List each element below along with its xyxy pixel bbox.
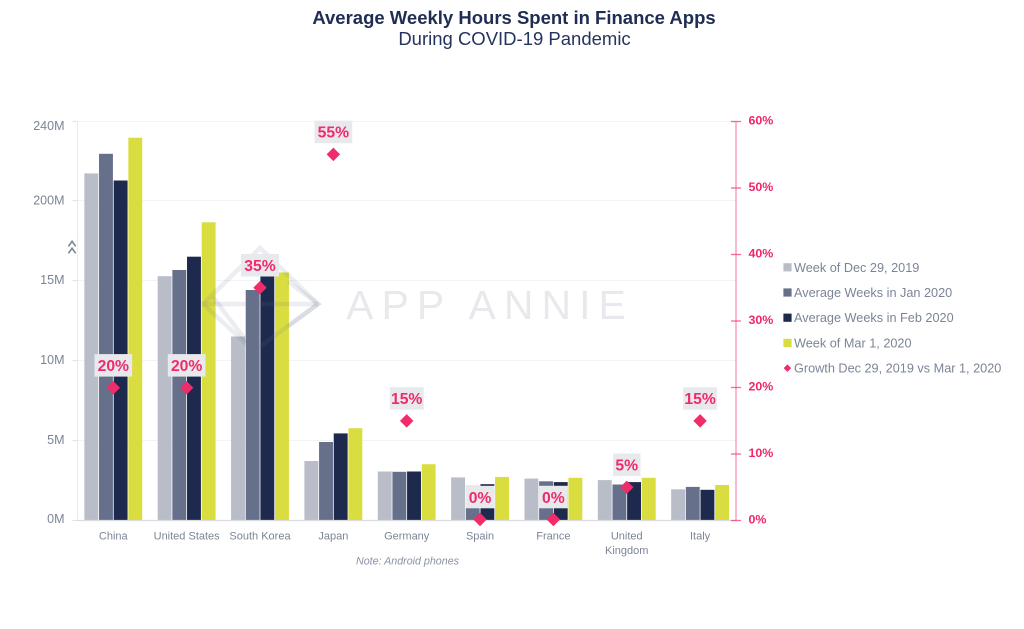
svg-text:60%: 60% xyxy=(749,113,774,127)
svg-text:35%: 35% xyxy=(244,258,275,275)
svg-text:Note: Android phones: Note: Android phones xyxy=(356,556,460,568)
svg-text:Kingdom: Kingdom xyxy=(605,545,648,557)
svg-text:15%: 15% xyxy=(391,391,422,408)
svg-text:APP ANNIE: APP ANNIE xyxy=(346,282,634,328)
svg-text:Week of Dec 29, 2019: Week of Dec 29, 2019 xyxy=(794,261,919,275)
svg-text:Growth Dec 29, 2019 vs Mar 1,: Growth Dec 29, 2019 vs Mar 1, 2020 xyxy=(794,362,1001,376)
svg-text:200M: 200M xyxy=(33,194,64,208)
svg-text:5M: 5M xyxy=(47,433,64,447)
svg-text:15M: 15M xyxy=(40,273,64,287)
svg-text:China: China xyxy=(99,530,129,542)
svg-text:5%: 5% xyxy=(615,458,638,475)
svg-text:0%: 0% xyxy=(469,490,492,507)
svg-text:0%: 0% xyxy=(749,512,767,526)
svg-text:55%: 55% xyxy=(318,125,349,142)
svg-text:Spain: Spain xyxy=(466,530,494,542)
svg-text:Italy: Italy xyxy=(690,530,711,542)
svg-text:United States: United States xyxy=(154,530,221,542)
svg-text:France: France xyxy=(536,530,570,542)
svg-text:20%: 20% xyxy=(749,379,774,393)
svg-text:Week of Mar 1, 2020: Week of Mar 1, 2020 xyxy=(794,336,912,350)
svg-text:240M: 240M xyxy=(33,119,64,133)
svg-text:20%: 20% xyxy=(171,358,202,375)
svg-text:Japan: Japan xyxy=(318,530,348,542)
svg-text:20%: 20% xyxy=(98,358,129,375)
svg-text:10M: 10M xyxy=(40,353,64,367)
svg-text:United: United xyxy=(611,530,643,542)
svg-text:0M: 0M xyxy=(47,512,64,526)
svg-text:50%: 50% xyxy=(749,180,774,194)
svg-text:Average Weeks in Jan 2020: Average Weeks in Jan 2020 xyxy=(794,286,952,300)
svg-text:Germany: Germany xyxy=(384,530,430,542)
svg-text:30%: 30% xyxy=(749,313,774,327)
svg-text:Average Weeks in Feb 2020: Average Weeks in Feb 2020 xyxy=(794,311,954,325)
svg-text:15%: 15% xyxy=(684,391,715,408)
svg-text:0%: 0% xyxy=(542,490,565,507)
svg-text:40%: 40% xyxy=(749,246,774,260)
svg-text:10%: 10% xyxy=(749,446,774,460)
svg-text:South Korea: South Korea xyxy=(229,530,291,542)
